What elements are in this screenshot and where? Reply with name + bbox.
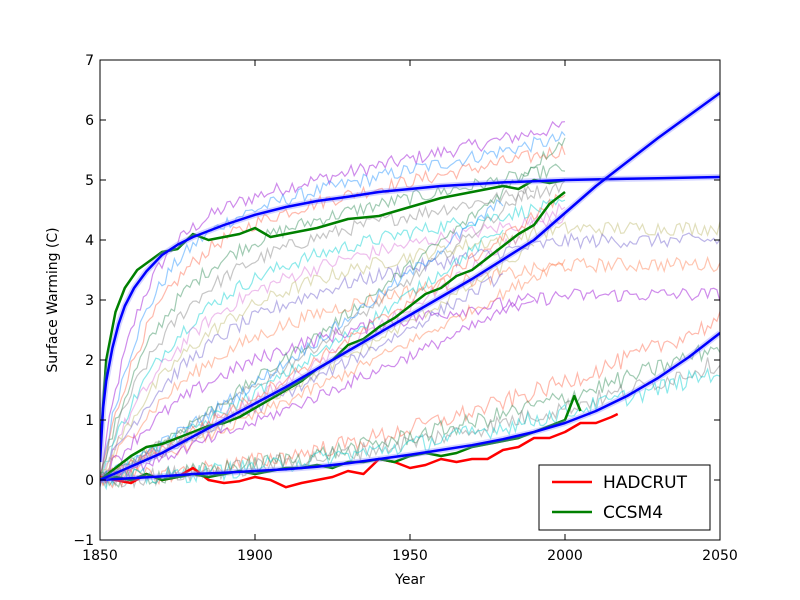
x-axis-label: Year xyxy=(394,572,425,588)
series-line-ramp-fit xyxy=(100,91,720,482)
y-tick-label: 0 xyxy=(85,473,94,489)
ensemble-ramp-run xyxy=(100,199,504,485)
ensemble-ramp-run xyxy=(100,299,535,484)
ensemble-abrupt-run xyxy=(100,198,566,486)
y-tick-label: 3 xyxy=(85,293,94,309)
ensemble-runs xyxy=(100,120,720,491)
y-tick-label: 1 xyxy=(85,413,94,429)
ensemble-historical-run xyxy=(100,311,720,489)
legend: HADCRUT CCSM4 xyxy=(538,464,711,531)
legend-ccsm4-label: CCSM4 xyxy=(603,503,663,523)
legend-frame xyxy=(538,464,711,531)
ensemble-abrupt-run xyxy=(100,287,720,479)
series-line-abrupt-fit xyxy=(100,175,720,463)
ensemble-abrupt-run xyxy=(100,255,720,478)
y-tick-label: −1 xyxy=(73,533,94,549)
y-tick-label: 6 xyxy=(85,113,94,129)
y-axis-label: Surface Warming (C) xyxy=(45,227,61,372)
x-tick-label: 2000 xyxy=(547,548,583,564)
ensemble-ramp-run xyxy=(100,229,504,486)
ensemble-ramp-run xyxy=(100,193,566,485)
ensemble-abrupt-run xyxy=(100,221,720,474)
ensemble-abrupt-run xyxy=(100,163,566,488)
legend-hadcrut-label: HADCRUT xyxy=(603,473,688,493)
y-tick-label: 2 xyxy=(85,353,94,369)
y-axis-ticks: −1 0 1 2 3 4 5 6 7 xyxy=(73,53,720,549)
series-line-hadcrut xyxy=(100,412,619,489)
ensemble-ramp-run xyxy=(100,184,535,482)
y-tick-label: 7 xyxy=(85,53,94,69)
series-line-fit xyxy=(100,332,720,482)
x-tick-label: 2050 xyxy=(702,548,738,564)
series-line-abrupt-ccsm4 xyxy=(100,178,566,451)
series-lines xyxy=(100,90,720,489)
ensemble-historical-run xyxy=(100,343,720,488)
x-tick-label: 1900 xyxy=(237,548,273,564)
ensemble-historical-run xyxy=(100,357,720,490)
ensemble-ramp-run xyxy=(100,202,566,485)
x-axis-ticks: 1850 1900 1950 2000 2050 xyxy=(82,60,738,564)
ensemble-abrupt-run xyxy=(100,231,720,487)
ensemble-abrupt-run xyxy=(100,180,566,474)
ensemble-ramp-run xyxy=(100,137,566,482)
x-tick-label: 1850 xyxy=(82,548,118,564)
ensemble-abrupt-run xyxy=(100,213,566,480)
plot-area xyxy=(100,90,720,491)
ensemble-ramp-run xyxy=(100,259,566,487)
y-tick-label: 5 xyxy=(85,173,94,189)
ensemble-abrupt-run xyxy=(100,130,566,483)
x-tick-label: 1950 xyxy=(392,548,428,564)
y-tick-label: 4 xyxy=(85,233,94,249)
